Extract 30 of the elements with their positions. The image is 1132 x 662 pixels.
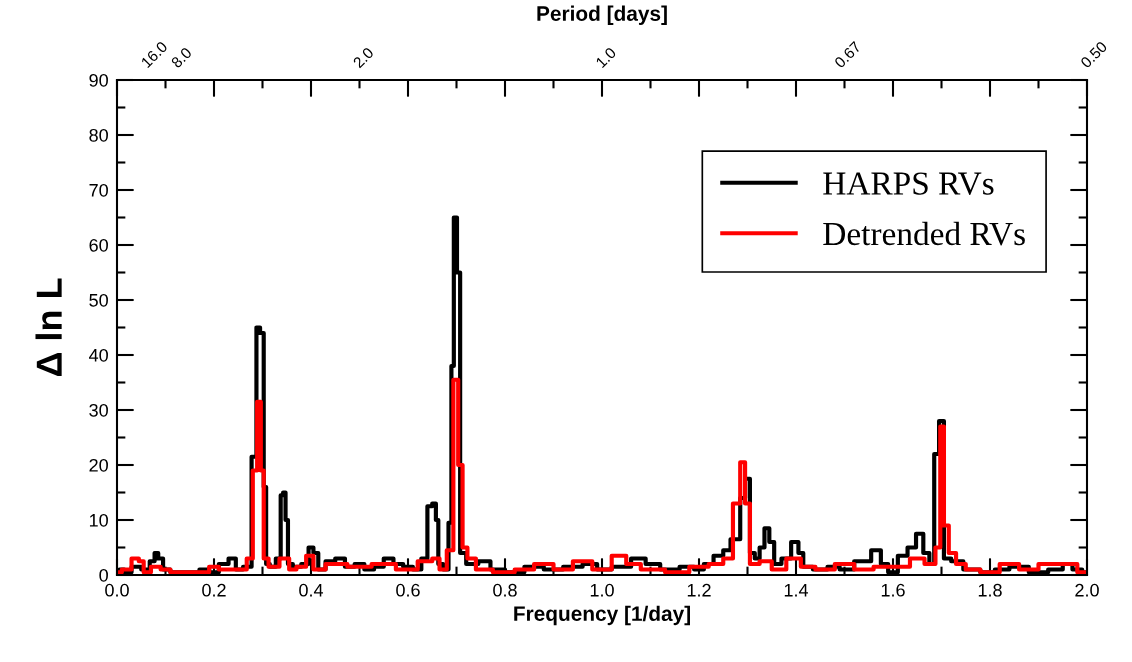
x-tick-label: 0.2 bbox=[202, 583, 226, 597]
y-axis-title: Δ ln L bbox=[35, 278, 62, 377]
y-tick-label: 90 bbox=[89, 73, 108, 87]
text: 8.0 bbox=[170, 46, 193, 69]
x-tick-label: 1.4 bbox=[784, 584, 809, 597]
x-tick-label: 1.6 bbox=[881, 583, 905, 597]
x-tick-label: 0.0 bbox=[105, 583, 129, 597]
y-tick-label: 20 bbox=[89, 458, 108, 472]
x-tick-label: 0.6 bbox=[396, 583, 420, 597]
x-tick-label: 2.0 bbox=[1075, 583, 1099, 597]
text: 2.0 bbox=[352, 46, 375, 69]
legend-label: HARPS RVs bbox=[823, 172, 994, 195]
x-tick-label: 0.4 bbox=[299, 583, 324, 597]
text: 0.50 bbox=[1079, 40, 1108, 69]
y-tick-label: 40 bbox=[89, 348, 108, 362]
x-tick-label: 1.0 bbox=[590, 583, 614, 597]
x-tick-label: 0.8 bbox=[493, 583, 517, 597]
y-tick-label: 10 bbox=[89, 513, 108, 527]
text: 1.0 bbox=[595, 46, 617, 69]
x2-axis-title: Period [days] bbox=[537, 5, 667, 25]
y-tick-label: 30 bbox=[89, 403, 108, 417]
y-tick-label: 0 bbox=[99, 568, 108, 582]
y-tick-label: 70 bbox=[89, 183, 108, 197]
x-tick-label: 1.2 bbox=[687, 583, 711, 597]
y-tick-label: 50 bbox=[89, 293, 108, 307]
x-axis-title: Frequency [1/day] bbox=[514, 605, 690, 626]
y-tick-label: 80 bbox=[89, 128, 108, 142]
y-tick-label: 60 bbox=[89, 238, 108, 252]
legend-label: Detrended RVs bbox=[823, 221, 1025, 246]
x-tick-label: 1.8 bbox=[978, 583, 1002, 597]
